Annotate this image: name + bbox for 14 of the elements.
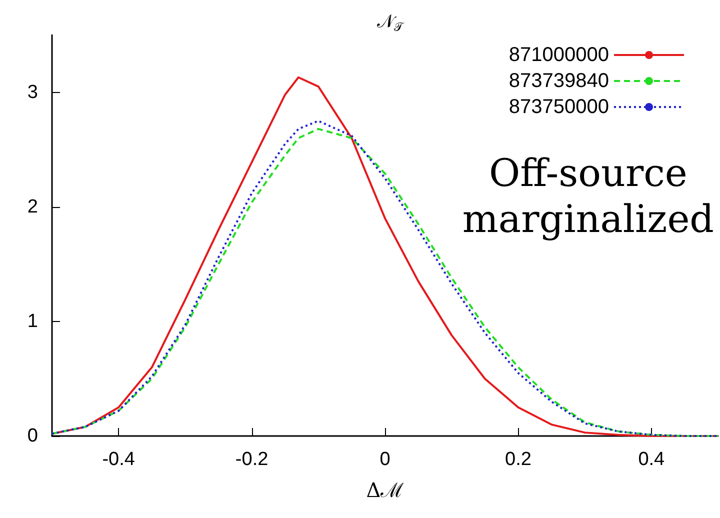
legend-label: 871000000 xyxy=(508,44,609,66)
x-tick-label: -0.4 xyxy=(102,449,136,470)
annotation: Off-source marginalized xyxy=(462,151,714,241)
x-axis-title: Δℳ xyxy=(366,478,405,502)
y-tick-label: 0 xyxy=(27,426,38,446)
x-tick-label: 0.2 xyxy=(504,449,532,470)
y-tick-label: 1 xyxy=(27,310,38,332)
y-tick-label: 3 xyxy=(27,82,38,103)
legend-label: 873739840 xyxy=(508,70,609,92)
x-tick-label: 0.4 xyxy=(638,449,666,470)
x-tick-label: -0.2 xyxy=(235,449,268,470)
x-tick-label: 0 xyxy=(380,449,390,470)
legend-label: 873750000 xyxy=(508,96,609,118)
y-tick-label: 2 xyxy=(27,196,38,218)
